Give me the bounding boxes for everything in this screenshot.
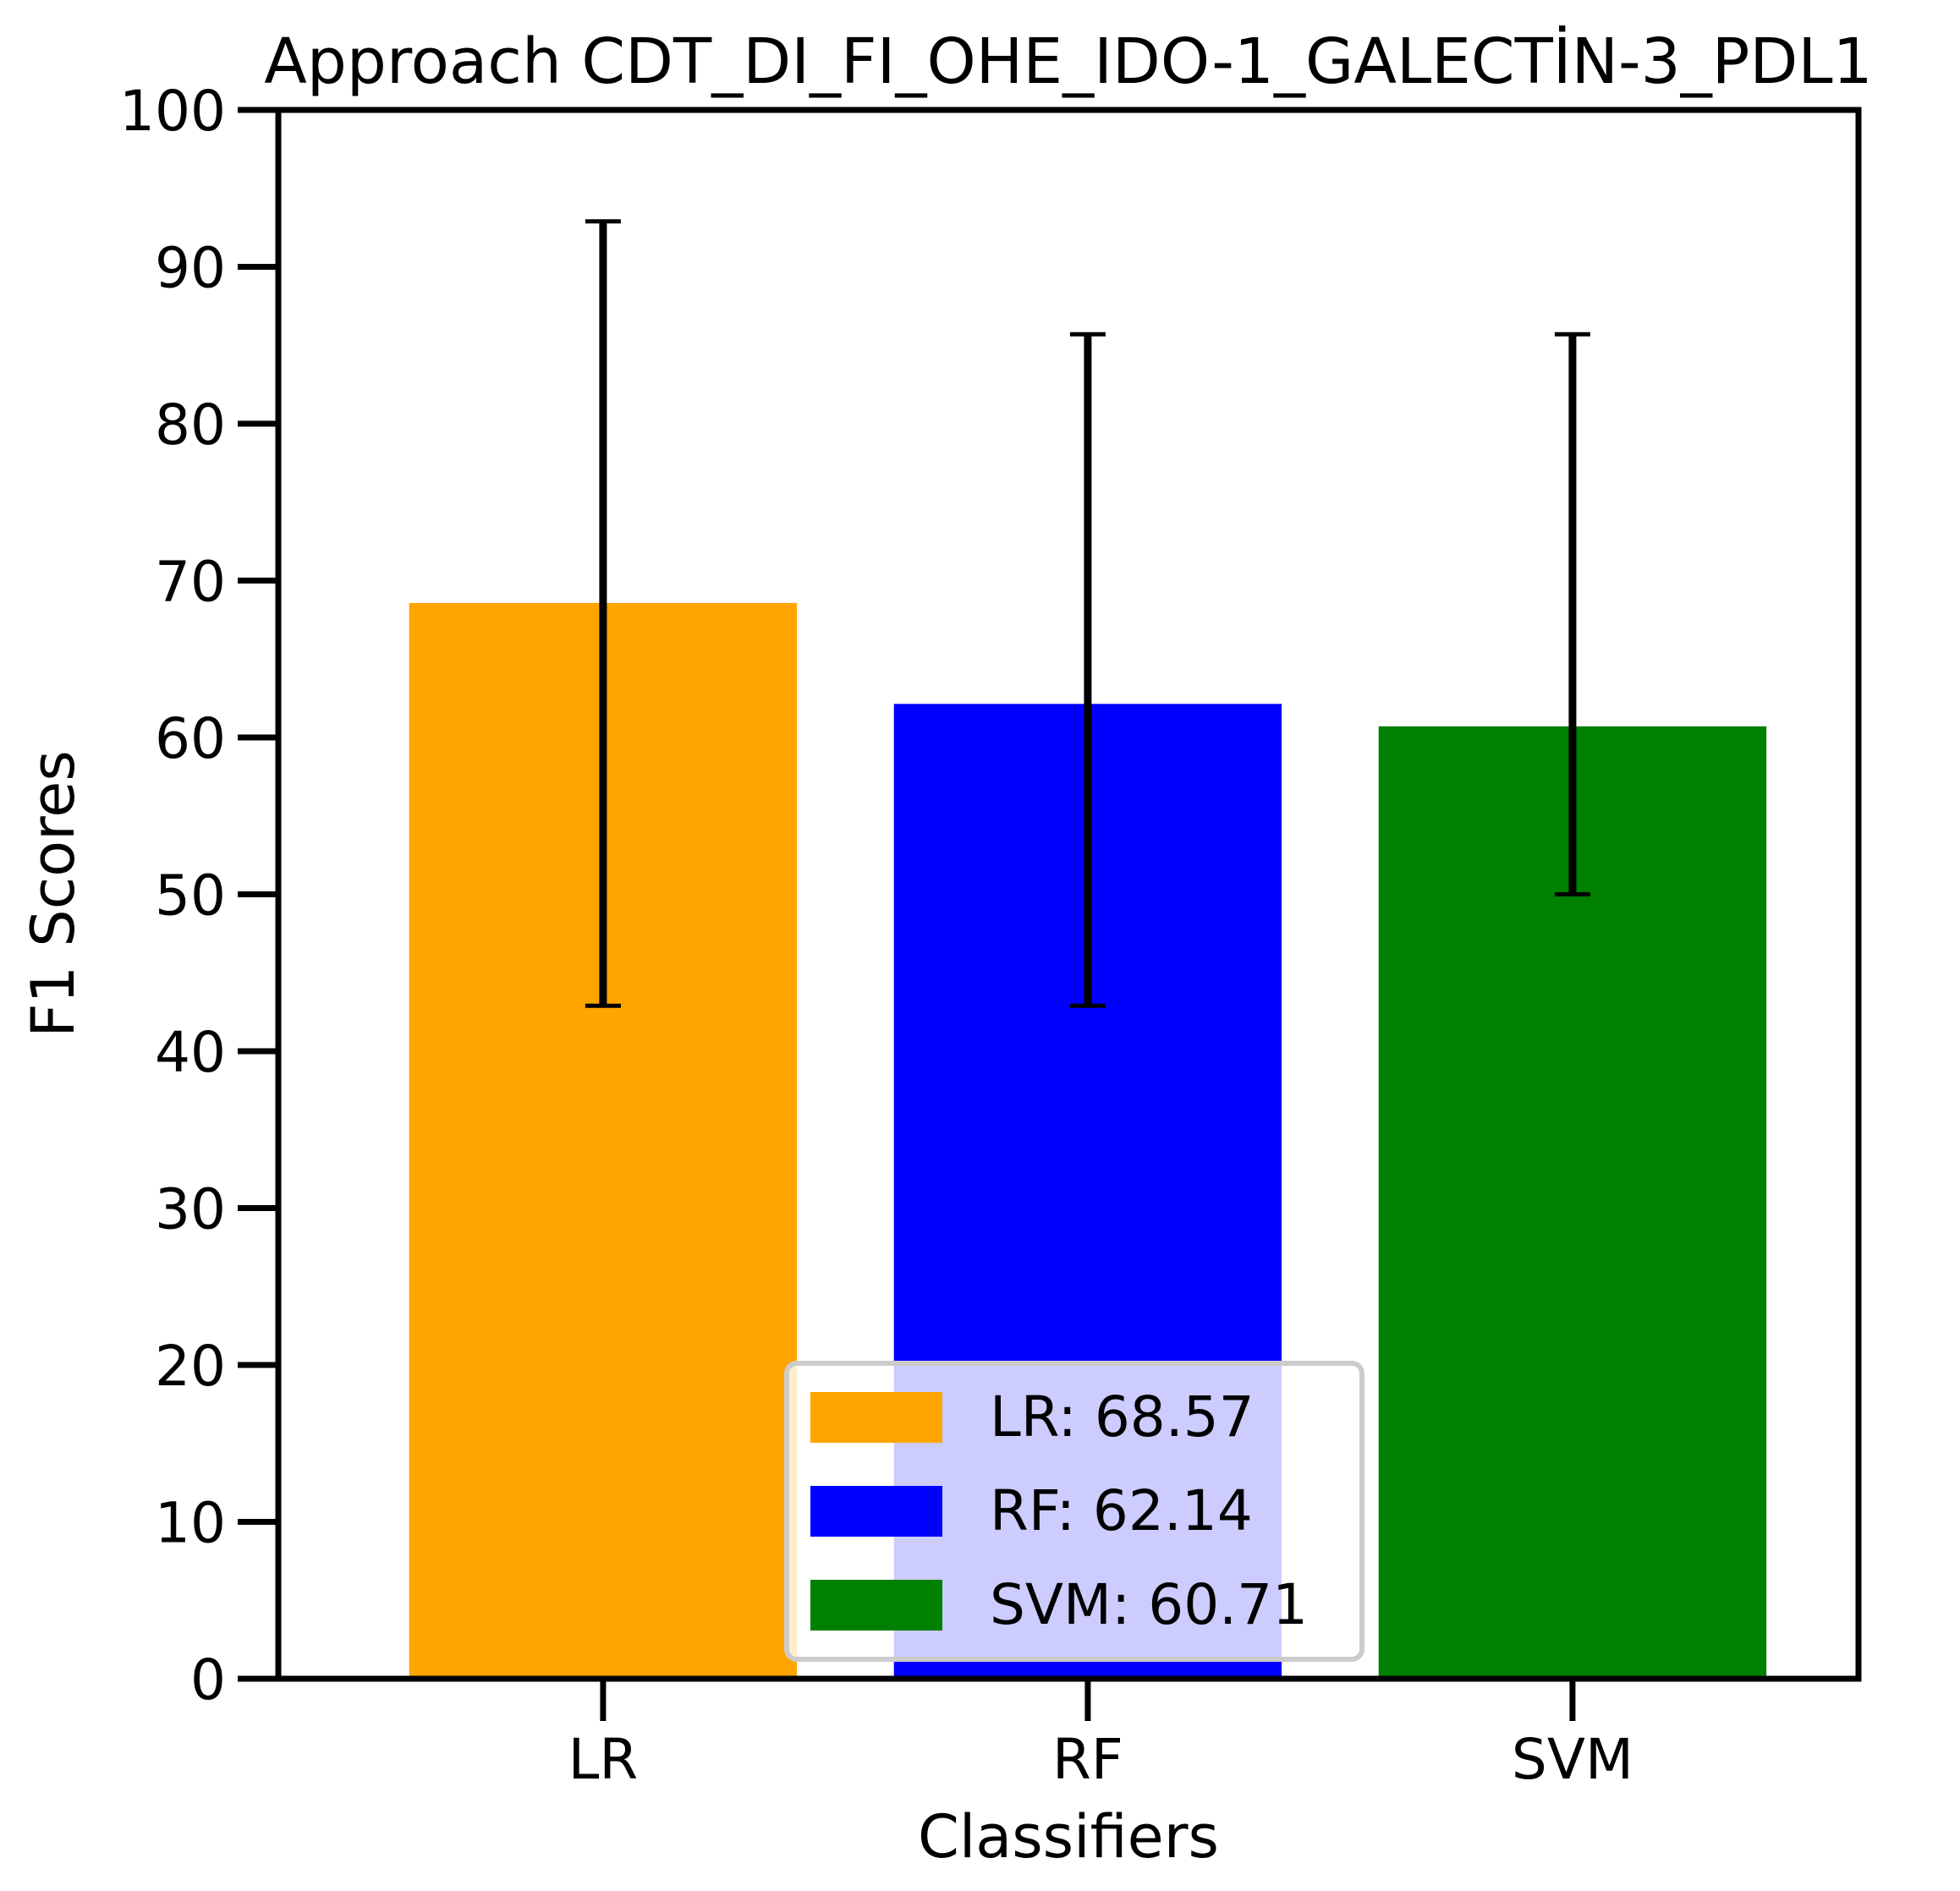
legend-swatch-lr [810,1392,942,1443]
error-bars-group [585,219,1590,1008]
legend-swatch-svm [810,1580,942,1631]
x-tick-label-svm: SVM [1512,1727,1633,1792]
legend-swatch-rf [810,1486,942,1537]
y-axis-label: F1 Scores [19,750,88,1038]
y-tick-label: 40 [155,1020,226,1085]
y-tick-label: 60 [155,706,226,771]
x-tick-label-rf: RF [1052,1727,1123,1792]
x-axis: LR RF SVM [568,1679,1633,1792]
y-tick-label: 80 [155,392,226,458]
legend-label-rf: RF: 62.14 [990,1478,1253,1543]
x-axis-label: Classifiers [918,1802,1219,1872]
legend-label-svm: SVM: 60.71 [990,1572,1308,1637]
y-tick-label: 50 [155,863,226,929]
y-tick-label: 0 [190,1647,226,1713]
y-tick-label: 30 [155,1177,226,1242]
y-tick-label: 70 [155,550,226,615]
x-tick-label-lr: LR [568,1727,639,1792]
y-tick-label: 100 [119,79,226,144]
y-axis: 0 10 20 30 40 50 60 70 80 90 100 [119,79,278,1713]
legend-label-lr: LR: 68.57 [990,1384,1255,1450]
chart-title: Approach CDT_DI_FI_OHE_IDO-1_GALECTİN-3_… [264,25,1872,98]
y-tick-label: 90 [155,236,226,301]
y-tick-label: 20 [155,1334,226,1399]
y-tick-label: 10 [155,1491,226,1556]
legend: LR: 68.57 RF: 62.14 SVM: 60.71 [784,1361,1364,1662]
